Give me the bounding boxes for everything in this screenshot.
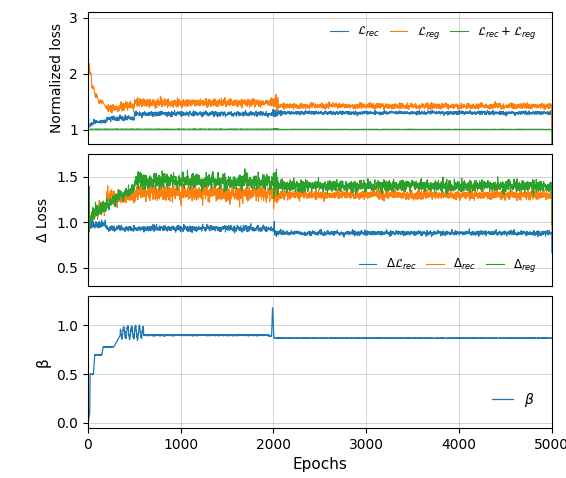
- Line: $\mathcal{L}_{rec} + \mathcal{L}_{reg}$: $\mathcal{L}_{rec} + \mathcal{L}_{reg}$: [88, 46, 552, 148]
- $\mathcal{L}_{rec}$: [84, 101, 91, 107]
- $\mathcal{L}_{rec}$: [466, 110, 473, 116]
- Line: $\beta$: $\beta$: [88, 308, 552, 423]
- $\mathcal{L}_{reg}$: [466, 105, 473, 111]
- Line: $\mathcal{L}_{rec}$: $\mathcal{L}_{rec}$: [88, 39, 552, 130]
- Y-axis label: Normalized loss: Normalized loss: [50, 23, 63, 133]
- $\Delta\mathcal{L}_{rec}$: [363, 230, 370, 236]
- $\beta$: [431, 335, 438, 341]
- $\mathcal{L}_{reg}$: [386, 103, 393, 109]
- $\Delta\mathcal{L}_{rec}$: [84, 260, 91, 266]
- X-axis label: Epochs: Epochs: [293, 457, 347, 472]
- $\mathcal{L}_{rec} + \mathcal{L}_{reg}$: [262, 127, 269, 132]
- $\mathcal{L}_{reg}$: [84, 19, 91, 25]
- $\Delta_{rec}$: [466, 196, 473, 202]
- Y-axis label: Δ Loss: Δ Loss: [36, 198, 50, 242]
- $\mathcal{L}_{reg}$: [84, 71, 91, 76]
- $\mathcal{L}_{rec}$: [262, 111, 269, 117]
- $\Delta_{reg}$: [363, 185, 370, 191]
- $\beta$: [84, 420, 91, 426]
- Legend: $\beta$: $\beta$: [487, 385, 541, 414]
- $\Delta\mathcal{L}_{rec}$: [85, 208, 92, 214]
- Line: $\Delta_{rec}$: $\Delta_{rec}$: [88, 159, 552, 231]
- $\Delta_{rec}$: [84, 156, 91, 162]
- $\beta$: [386, 335, 393, 341]
- $\mathcal{L}_{rec} + \mathcal{L}_{reg}$: [548, 145, 555, 151]
- $\mathcal{L}_{rec}$: [431, 109, 438, 115]
- $\Delta_{reg}$: [169, 176, 175, 182]
- $\Delta_{rec}$: [169, 193, 175, 199]
- $\mathcal{L}_{rec}$: [363, 109, 370, 115]
- $\Delta\mathcal{L}_{rec}$: [386, 233, 393, 239]
- $\beta$: [269, 305, 276, 311]
- $\Delta\mathcal{L}_{rec}$: [169, 223, 175, 229]
- $\mathcal{L}_{rec} + \mathcal{L}_{reg}$: [363, 127, 370, 132]
- $\beta$: [169, 332, 175, 338]
- $\beta$: [261, 332, 268, 338]
- $\Delta\mathcal{L}_{rec}$: [466, 227, 473, 233]
- $\Delta_{reg}$: [431, 187, 438, 193]
- $\Delta_{rec}$: [386, 192, 393, 197]
- $\mathcal{L}_{rec} + \mathcal{L}_{reg}$: [431, 127, 438, 132]
- $\Delta_{reg}$: [548, 222, 555, 228]
- $\Delta_{rec}$: [84, 207, 91, 213]
- $\Delta_{reg}$: [262, 184, 269, 190]
- $\beta$: [548, 336, 555, 341]
- $\Delta\mathcal{L}_{rec}$: [262, 227, 269, 232]
- $\Delta_{rec}$: [548, 228, 555, 234]
- Legend: $\Delta\mathcal{L}_{rec}$, $\Delta_{rec}$, $\Delta_{reg}$: $\Delta\mathcal{L}_{rec}$, $\Delta_{rec}…: [354, 252, 541, 279]
- $\Delta_{reg}$: [466, 183, 473, 188]
- $\mathcal{L}_{reg}$: [169, 102, 175, 108]
- $\mathcal{L}_{rec} + \mathcal{L}_{reg}$: [466, 127, 473, 132]
- $\mathcal{L}_{reg}$: [548, 129, 555, 134]
- $\mathcal{L}_{rec} + \mathcal{L}_{reg}$: [169, 126, 175, 132]
- $\mathcal{L}_{rec} + \mathcal{L}_{reg}$: [386, 126, 393, 132]
- Legend: $\mathcal{L}_{rec}$, $\mathcal{L}_{reg}$, $\mathcal{L}_{rec} + \mathcal{L}_{reg}: $\mathcal{L}_{rec}$, $\mathcal{L}_{reg}$…: [325, 21, 541, 46]
- $\mathcal{L}_{rec}$: [548, 128, 555, 133]
- $\mathcal{L}_{rec} + \mathcal{L}_{reg}$: [84, 81, 91, 87]
- $\Delta_{reg}$: [84, 289, 91, 294]
- $\beta$: [363, 335, 370, 341]
- Y-axis label: β: β: [36, 357, 50, 367]
- $\mathcal{L}_{rec}$: [84, 36, 91, 42]
- $\Delta_{reg}$: [242, 166, 248, 172]
- $\Delta_{reg}$: [386, 180, 393, 185]
- $\mathcal{L}_{reg}$: [431, 103, 438, 109]
- $\Delta\mathcal{L}_{rec}$: [431, 230, 438, 236]
- $\beta$: [466, 335, 473, 341]
- $\mathcal{L}_{reg}$: [262, 99, 269, 105]
- $\Delta_{rec}$: [363, 193, 370, 198]
- Line: $\mathcal{L}_{reg}$: $\mathcal{L}_{reg}$: [88, 22, 552, 131]
- $\Delta_{rec}$: [431, 193, 438, 199]
- $\mathcal{L}_{rec}$: [169, 113, 175, 119]
- $\mathcal{L}_{reg}$: [363, 102, 370, 108]
- Line: $\Delta\mathcal{L}_{rec}$: $\Delta\mathcal{L}_{rec}$: [88, 211, 552, 263]
- Line: $\Delta_{reg}$: $\Delta_{reg}$: [88, 169, 552, 292]
- $\mathcal{L}_{rec}$: [386, 109, 393, 114]
- $\mathcal{L}_{rec} + \mathcal{L}_{reg}$: [84, 43, 91, 49]
- $\Delta_{rec}$: [262, 190, 269, 196]
- $\Delta\mathcal{L}_{rec}$: [548, 250, 555, 256]
